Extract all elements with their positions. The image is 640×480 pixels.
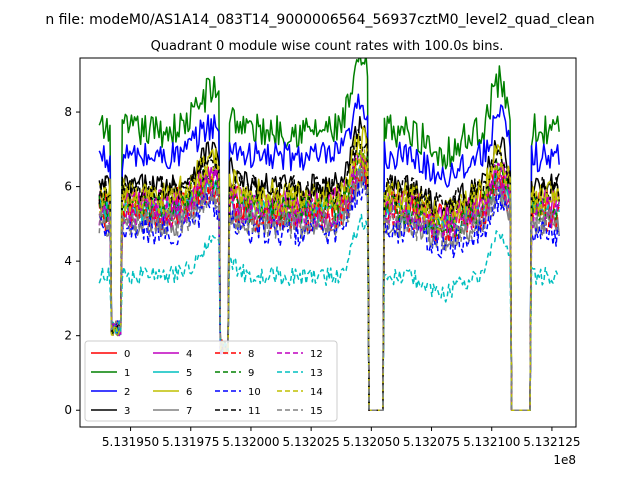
x-tick-label: 5.132125	[523, 435, 580, 449]
series-line-12	[98, 148, 560, 411]
x-tick-label: 5.132050	[343, 435, 400, 449]
y-axis: 0 2 4 6 8	[64, 105, 80, 417]
y-tick-label: 0	[64, 403, 72, 417]
series-line-10	[98, 176, 560, 411]
y-tick-label: 4	[64, 254, 72, 268]
axes-frame	[79, 57, 577, 428]
y-tick-label: 8	[64, 105, 72, 119]
legend-label-15: 15	[310, 406, 323, 417]
legend-label-5: 5	[186, 368, 192, 379]
legend-label-0: 0	[124, 349, 130, 360]
legend-label-9: 9	[248, 368, 254, 379]
legend-label-2: 2	[124, 387, 130, 398]
x-tick-label: 5.131950	[102, 435, 159, 449]
x-tick-label: 5.131975	[162, 435, 219, 449]
legend-label-7: 7	[186, 406, 192, 417]
legend-label-1: 1	[124, 368, 130, 379]
series-line-14	[99, 144, 560, 411]
series-line-15	[98, 167, 560, 411]
chart-title: Quadrant 0 module wise count rates with …	[151, 39, 504, 54]
legend-frame	[84, 340, 338, 422]
series-line-2	[98, 93, 560, 411]
figure-title: n file: modeM0/AS1A14_083T14_9000006564_…	[45, 12, 594, 28]
y-tick-label: 2	[64, 329, 72, 343]
series-layer	[98, 58, 560, 411]
legend-label-4: 4	[186, 349, 192, 360]
legend-label-10: 10	[248, 387, 261, 398]
legend-label-14: 14	[310, 387, 323, 398]
x-axis: 5.131950 5.131975 5.132000 5.132025 5.132050…	[102, 427, 581, 449]
legend-label-8: 8	[248, 349, 254, 360]
x-tick-label: 5.132000	[222, 435, 279, 449]
x-tick-label: 5.132100	[463, 435, 520, 449]
series-line-1	[98, 58, 560, 411]
series-line-11	[98, 128, 560, 411]
legend-label-12: 12	[310, 349, 323, 360]
y-tick-label: 6	[64, 180, 72, 194]
series-line-13	[98, 213, 560, 411]
plot-area: 5.131950 5.131975 5.132000 5.132025 5.132050…	[64, 57, 581, 467]
legend-label-6: 6	[186, 387, 192, 398]
legend-label-13: 13	[310, 368, 323, 379]
x-tick-label: 5.132075	[403, 435, 460, 449]
legend-label-11: 11	[248, 406, 261, 417]
x-offset-label: 1e8	[553, 453, 576, 467]
legend-label-3: 3	[124, 406, 130, 417]
x-tick-label: 5.132025	[283, 435, 340, 449]
